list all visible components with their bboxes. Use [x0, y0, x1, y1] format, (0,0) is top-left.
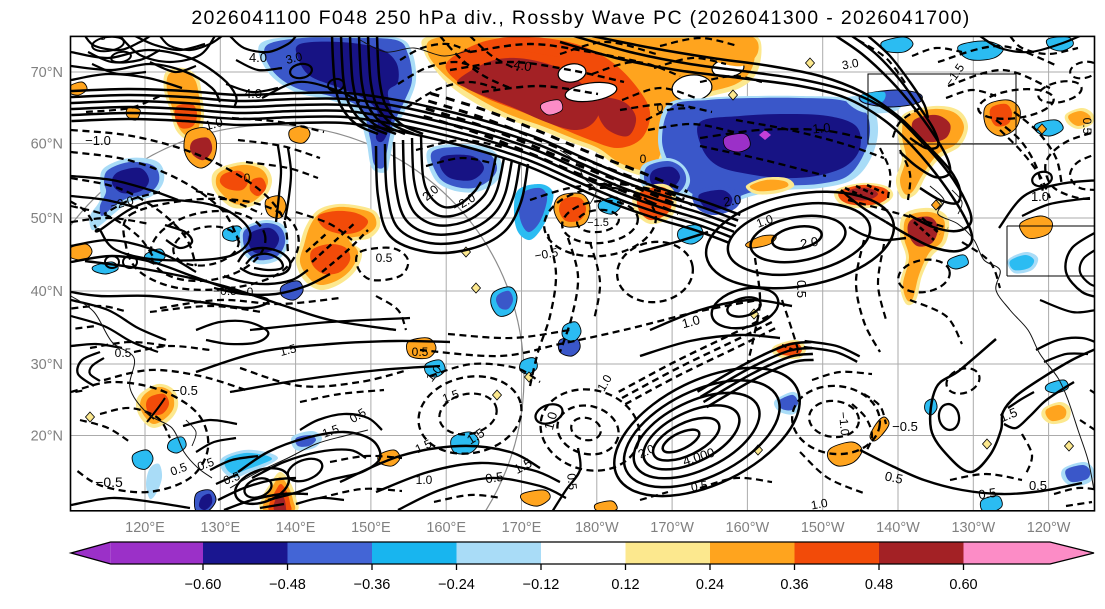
svg-text:40°N: 40°N [31, 284, 63, 300]
svg-text:−0.5: −0.5 [533, 245, 559, 263]
svg-text:30°N: 30°N [31, 357, 63, 373]
svg-text:4.0: 4.0 [513, 57, 533, 74]
svg-text:0.24: 0.24 [696, 577, 724, 593]
svg-text:0.5: 0.5 [168, 460, 189, 479]
svg-text:0.5: 0.5 [564, 473, 580, 491]
svg-text:0.5: 0.5 [1092, 258, 1105, 275]
svg-text:4.0: 4.0 [249, 50, 267, 65]
svg-text:−0.36: −0.36 [354, 577, 391, 593]
svg-text:1.5: 1.5 [511, 455, 534, 477]
svg-text:120°E: 120°E [125, 520, 165, 536]
svg-text:0.60: 0.60 [949, 577, 977, 593]
svg-text:70°N: 70°N [31, 65, 63, 81]
svg-text:1.0: 1.0 [754, 212, 775, 231]
svg-text:−0.60: −0.60 [185, 577, 222, 593]
svg-text:1.0: 1.0 [541, 410, 560, 431]
svg-text:130°E: 130°E [200, 520, 240, 536]
svg-text:1.5: 1.5 [278, 341, 298, 359]
svg-text:180°W: 180°W [575, 520, 619, 536]
svg-text:140°W: 140°W [876, 520, 920, 536]
svg-text:0.5: 0.5 [884, 468, 905, 486]
svg-text:2.0: 2.0 [799, 234, 819, 252]
svg-text:−0.5: −0.5 [892, 419, 918, 434]
svg-text:1.0: 1.0 [203, 114, 224, 133]
svg-text:−5: −5 [94, 32, 106, 43]
svg-text:−0.5: −0.5 [172, 383, 198, 398]
svg-text:120°W: 120°W [1027, 520, 1071, 536]
svg-text:−1.0: −1.0 [836, 411, 852, 436]
svg-text:0: 0 [640, 152, 647, 166]
svg-text:0.48: 0.48 [865, 577, 893, 593]
svg-text:1.5: 1.5 [320, 422, 341, 441]
svg-text:0.5: 0.5 [376, 251, 393, 265]
svg-text:−0.5: −0.5 [213, 284, 237, 298]
svg-text:−0.12: −0.12 [523, 577, 560, 593]
svg-text:3.0: 3.0 [841, 56, 860, 73]
svg-text:0.36: 0.36 [780, 577, 808, 593]
svg-text:1.5: 1.5 [413, 436, 434, 456]
svg-text:60°N: 60°N [31, 137, 63, 153]
svg-text:160°E: 160°E [426, 520, 466, 536]
svg-text:170°W: 170°W [650, 520, 694, 536]
svg-text:0: 0 [244, 171, 251, 185]
svg-text:1.0: 1.0 [810, 496, 829, 513]
svg-text:150°W: 150°W [801, 520, 845, 536]
svg-text:130°W: 130°W [951, 520, 995, 536]
svg-text:−1.0: −1.0 [85, 133, 111, 148]
svg-text:−0.24: −0.24 [438, 577, 475, 593]
svg-text:150°E: 150°E [351, 520, 391, 536]
svg-text:−1.5: −1.5 [587, 217, 609, 229]
svg-text:160°W: 160°W [726, 520, 770, 536]
svg-text:3.0: 3.0 [284, 49, 304, 67]
svg-text:−0.5: −0.5 [95, 474, 123, 490]
svg-text:0: 0 [247, 285, 254, 299]
svg-text:50°N: 50°N [31, 211, 63, 227]
svg-text:−2.0: −2.0 [109, 193, 136, 213]
svg-text:0.5: 0.5 [115, 346, 132, 360]
svg-text:140°E: 140°E [276, 520, 316, 536]
svg-text:1.0: 1.0 [416, 473, 433, 487]
svg-text:0.5: 0.5 [690, 478, 709, 495]
svg-text:1.0: 1.0 [1031, 189, 1049, 204]
svg-text:1.5: 1.5 [440, 387, 461, 406]
svg-text:0.5: 0.5 [1080, 118, 1094, 135]
svg-text:0.5: 0.5 [794, 280, 809, 298]
svg-text:170°E: 170°E [502, 520, 542, 536]
svg-text:0.5: 0.5 [412, 345, 429, 359]
svg-text:−1.0: −1.0 [804, 120, 831, 137]
svg-text:4.0: 4.0 [244, 86, 262, 101]
svg-text:0.5: 0.5 [195, 455, 216, 474]
svg-text:0.12: 0.12 [611, 577, 639, 593]
svg-text:2.0: 2.0 [722, 192, 742, 210]
svg-text:0.5: 0.5 [221, 469, 242, 488]
svg-text:1.5: 1.5 [997, 404, 1019, 425]
svg-text:2026041100 F048 250 hPa div.,: 2026041100 F048 250 hPa div., Rossby Wav… [191, 7, 970, 29]
svg-text:0.5: 0.5 [484, 469, 504, 486]
svg-text:0.5: 0.5 [1029, 478, 1047, 493]
svg-text:−0.48: −0.48 [269, 577, 306, 593]
svg-text:0: 0 [657, 101, 664, 115]
svg-text:1.0: 1.0 [680, 312, 701, 331]
svg-text:2.0: 2.0 [636, 441, 657, 461]
svg-text:0.5: 0.5 [977, 485, 997, 502]
svg-text:20°N: 20°N [31, 429, 63, 445]
